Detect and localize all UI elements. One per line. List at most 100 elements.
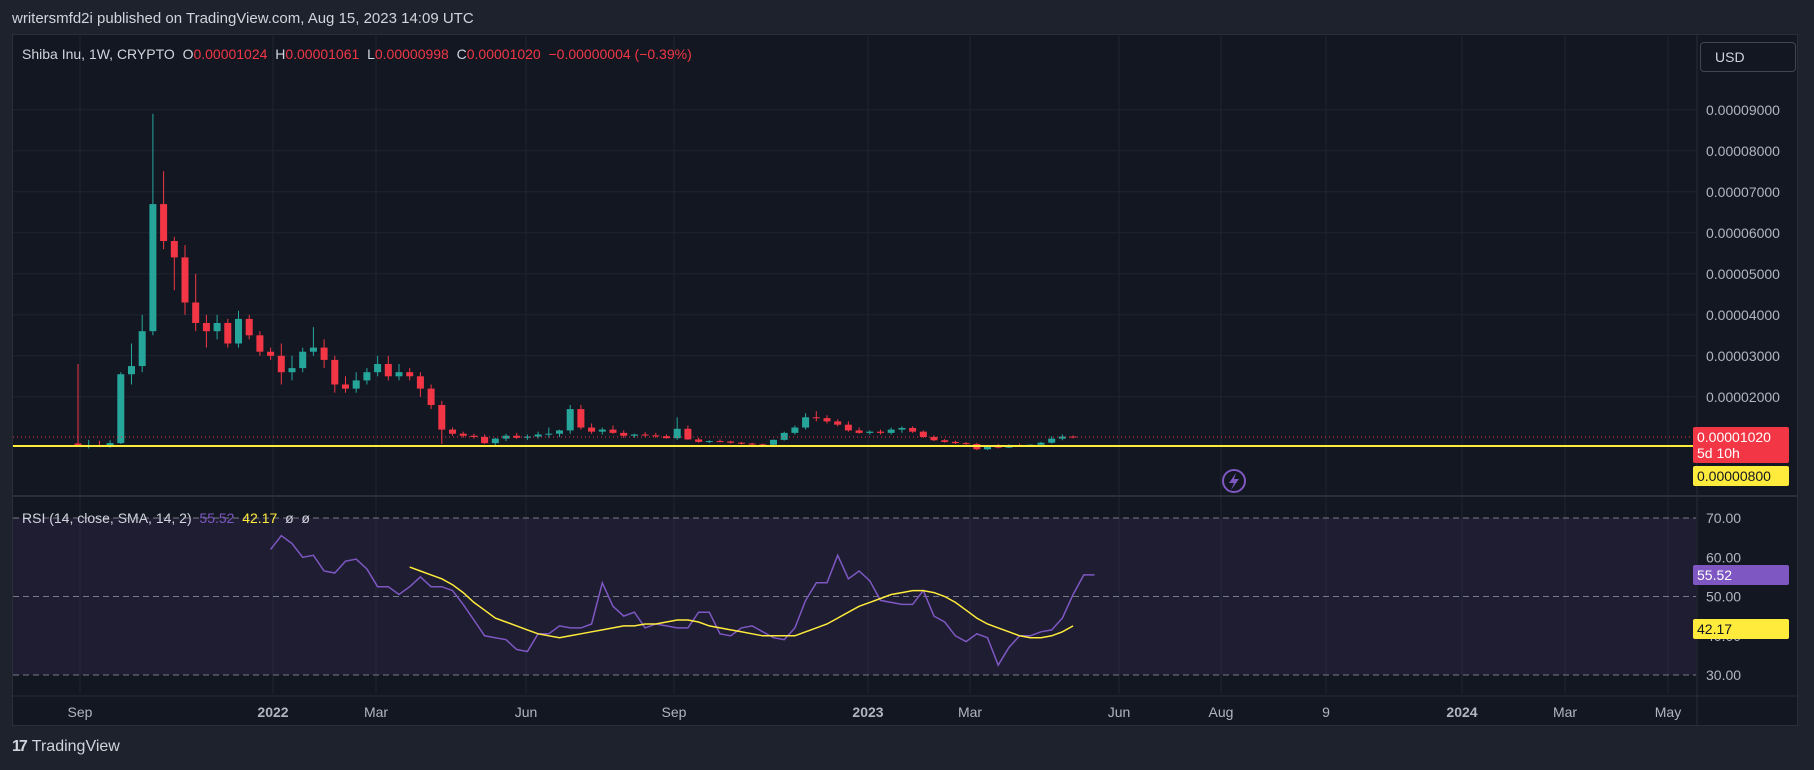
lightning-icon[interactable] xyxy=(1222,469,1246,493)
candle-body xyxy=(716,441,724,443)
candle-body xyxy=(951,441,959,444)
support-line-layer xyxy=(13,436,1696,447)
candle-body xyxy=(919,431,927,437)
price-tick-label: 0.00004000 xyxy=(1706,307,1780,323)
rsi-sma-line xyxy=(409,566,1074,639)
price-tick-label: 0.00008000 xyxy=(1706,143,1780,159)
candle-body xyxy=(941,440,949,442)
candle-body xyxy=(374,364,382,373)
open-label: O xyxy=(182,46,194,62)
candle-body xyxy=(812,417,820,419)
candle-body xyxy=(384,364,392,377)
support-badge: 0.00000800 xyxy=(1693,466,1789,486)
candle-body xyxy=(106,443,114,447)
time-tick-label: Sep xyxy=(68,704,93,720)
candle-body xyxy=(395,372,403,377)
candle-body xyxy=(438,405,446,430)
candle-body xyxy=(256,335,264,352)
tradingview-logo-icon: 17 xyxy=(12,738,28,755)
price-tick-label: 0.00002000 xyxy=(1706,389,1780,405)
candle-body xyxy=(1037,442,1045,445)
high-label: H xyxy=(275,46,286,62)
candle-body xyxy=(331,359,339,385)
candle-body xyxy=(984,446,991,450)
candle-body xyxy=(770,439,777,445)
candle-body xyxy=(149,204,157,332)
time-tick-label: 2022 xyxy=(257,704,288,720)
last-price-badge-text: 0.00001020 xyxy=(1697,429,1771,445)
published-header: writersmfd2i published on TradingView.co… xyxy=(12,10,474,27)
rsi-tick-label: 60.00 xyxy=(1706,549,1741,565)
candle-body xyxy=(427,388,435,405)
candle-body xyxy=(342,384,349,389)
candle-body xyxy=(1048,438,1056,443)
price-tick-label: 0.00007000 xyxy=(1706,184,1780,200)
candle-body xyxy=(449,429,456,434)
sma-value-badge-bg xyxy=(1693,619,1789,639)
symbol-label[interactable]: Shiba Inu, 1W, CRYPTO xyxy=(22,46,175,62)
time-tick-label: May xyxy=(1655,704,1681,720)
price-tick-label: 0.00003000 xyxy=(1706,348,1780,364)
candle-body xyxy=(727,441,735,443)
candle-body xyxy=(684,428,692,440)
candle-body xyxy=(181,257,189,303)
candle-body xyxy=(202,323,210,332)
candle-body xyxy=(780,432,788,440)
candle-body xyxy=(705,441,713,443)
candle-body xyxy=(491,438,499,444)
candle-body xyxy=(128,366,135,375)
candle-body xyxy=(117,374,125,444)
time-tick-label: Mar xyxy=(1553,704,1577,720)
rsi-legend: RSI (14, close, SMA, 14, 2) 55.52 42.17 … xyxy=(22,510,310,526)
candle-body xyxy=(170,241,178,258)
candle-body xyxy=(962,443,970,445)
open-value: 0.00001024 xyxy=(193,46,268,62)
time-tick-label: 2024 xyxy=(1446,704,1477,720)
rsi-tick-label: 70.00 xyxy=(1706,510,1741,526)
candle-body xyxy=(513,435,521,438)
candle-body xyxy=(673,428,681,439)
candle-body xyxy=(523,436,531,438)
candle-body xyxy=(823,418,831,422)
rsi-tick-label: 30.00 xyxy=(1706,667,1741,683)
rsi-value-badge-bg xyxy=(1693,565,1789,585)
price-tick-label: 0.00009000 xyxy=(1706,102,1780,118)
candle-body xyxy=(866,431,874,433)
rsi-value-badge-text: 55.52 xyxy=(1697,567,1732,583)
time-tick-label: Jun xyxy=(515,704,538,720)
time-tick-label: 2023 xyxy=(852,704,883,720)
low-value: 0.00000998 xyxy=(374,46,449,62)
candle-body xyxy=(909,427,917,432)
candle-body xyxy=(267,351,275,356)
candle-body xyxy=(213,323,221,332)
candle-body xyxy=(737,442,745,444)
currency-button[interactable]: USD xyxy=(1700,42,1796,72)
rsi-legend-extra-2: ø xyxy=(301,510,310,526)
candle-body xyxy=(663,436,670,439)
candle-body xyxy=(352,380,360,389)
candle-body xyxy=(245,318,253,336)
high-value: 0.00001061 xyxy=(285,46,360,62)
sma-value-badge-text: 42.17 xyxy=(1697,621,1732,637)
candle-body xyxy=(138,331,146,367)
candle-body xyxy=(320,347,328,360)
candle-body xyxy=(545,433,553,435)
candle-body xyxy=(556,430,563,434)
candle-body xyxy=(652,435,660,437)
time-tick-label: 9 xyxy=(1322,704,1330,720)
price-tick-label: 0.00006000 xyxy=(1706,225,1780,241)
sma-value-badge: 42.17 xyxy=(1693,619,1789,639)
candle-body xyxy=(406,372,414,377)
support-badge-bg xyxy=(1693,466,1789,486)
candle-body xyxy=(641,434,649,436)
close-label: C xyxy=(456,46,467,62)
candle-body xyxy=(630,434,638,436)
candle-body xyxy=(1058,436,1066,439)
candle-body xyxy=(855,430,863,433)
candle-body xyxy=(534,434,542,437)
footer-brand[interactable]: 17 TradingView xyxy=(12,738,120,756)
candle-body xyxy=(277,355,285,373)
rsi-title[interactable]: RSI (14, close, SMA, 14, 2) xyxy=(22,510,192,526)
rsi-legend-extra-1: ø xyxy=(285,510,294,526)
